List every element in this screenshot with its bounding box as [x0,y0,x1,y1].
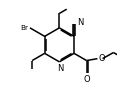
Text: N: N [77,18,83,27]
Text: O: O [99,54,105,63]
Text: Br: Br [21,25,29,31]
Text: N: N [57,64,63,73]
Text: O: O [83,75,90,84]
